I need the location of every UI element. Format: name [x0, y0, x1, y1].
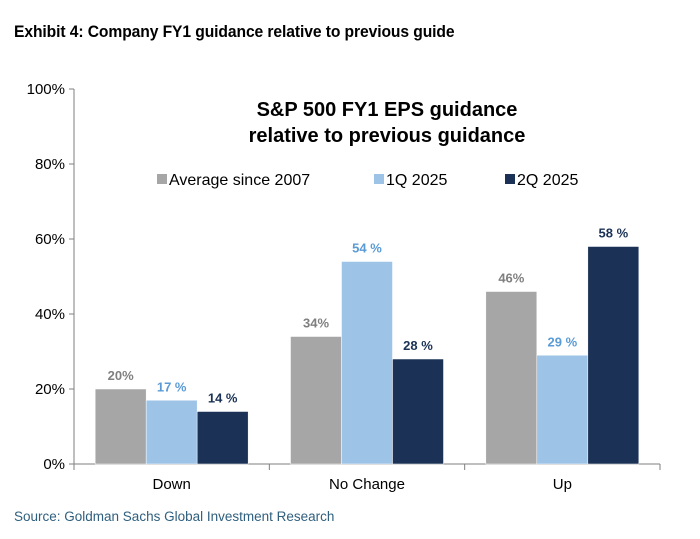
- y-tick-label: 100%: [27, 81, 65, 98]
- bar-chart: 0% 20% 40% 60% 80% 100% 20% 17 % 14 % 34% 54 % 28 …: [27, 81, 661, 493]
- y-tick-label: 40%: [35, 306, 65, 323]
- x-tick-labels: Down No Change Up: [152, 476, 571, 493]
- data-labels: 20% 17 % 14 % 34% 54 % 28 % 46% 29 % 58 %: [108, 226, 629, 406]
- bar-average-since-2007-up: [485, 291, 538, 465]
- data-label: 17 %: [157, 379, 187, 394]
- exhibit-title: Exhibit 4: Company FY1 guidance relative…: [14, 22, 455, 41]
- source-note: Source: Goldman Sachs Global Investment …: [14, 509, 335, 524]
- legend-swatch: [505, 174, 515, 184]
- bar-1q-2025-down: [145, 400, 198, 465]
- x-tick-label: No Change: [329, 476, 405, 493]
- chart-title-line-1: S&P 500 FY1 EPS guidance: [257, 99, 518, 121]
- x-tick-label: Up: [553, 476, 572, 493]
- data-label: 54 %: [352, 241, 382, 256]
- legend: Average since 2007 1Q 2025 2Q 2025: [157, 172, 578, 189]
- data-label: 34%: [303, 316, 329, 331]
- legend-label: 2Q 2025: [517, 172, 578, 189]
- y-tick-label: 0%: [43, 456, 65, 473]
- data-label: 20%: [108, 368, 134, 383]
- bar-1q-2025-no-change: [341, 261, 393, 465]
- legend-label: 1Q 2025: [386, 172, 447, 189]
- y-tick-label: 80%: [35, 156, 65, 173]
- bar-average-since-2007-no-change: [290, 336, 342, 465]
- x-axis: [73, 463, 661, 470]
- legend-swatch: [374, 174, 384, 184]
- data-label: 14 %: [208, 391, 238, 406]
- y-tick-label: 20%: [35, 381, 65, 398]
- data-label: 29 %: [548, 334, 578, 349]
- legend-swatch: [157, 174, 167, 184]
- bar-2q-2025-no-change: [392, 358, 444, 465]
- chart-title-line-2: relative to previous guidance: [249, 125, 526, 147]
- data-label: 58 %: [599, 226, 629, 241]
- x-tick-label: Down: [152, 476, 190, 493]
- legend-label: Average since 2007: [169, 172, 310, 189]
- bar-1q-2025-up: [536, 355, 589, 465]
- data-label: 28 %: [403, 338, 433, 353]
- bar-2q-2025-down: [196, 411, 249, 465]
- bar-series-group: [94, 246, 640, 465]
- y-axis: 0% 20% 40% 60% 80% 100%: [27, 81, 75, 473]
- data-label: 46%: [498, 271, 524, 286]
- y-tick-label: 60%: [35, 231, 65, 248]
- bar-2q-2025-up: [587, 246, 640, 465]
- bar-average-since-2007-down: [94, 388, 147, 465]
